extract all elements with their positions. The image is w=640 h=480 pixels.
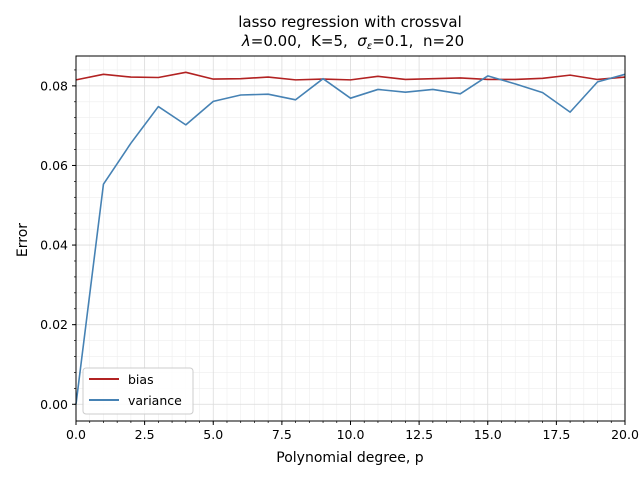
legend-label-bias: bias	[128, 372, 154, 387]
x-tick-label: 2.5	[135, 427, 155, 442]
plot-area: 0.0 2.5 5.0 7.5 10.0 12.5 15.0 17.5 20.0 0.000.0…	[40, 55, 639, 442]
lambda-value: =0.00, K=5,	[251, 32, 358, 50]
x-tick-label: 12.5	[405, 427, 433, 442]
y-tick-label: 0.08	[40, 78, 68, 93]
y-tick-label: 0.06	[40, 158, 68, 173]
y-axis-label: Error	[15, 223, 31, 257]
legend-label-variance: variance	[128, 393, 182, 408]
lambda-symbol: λ	[241, 32, 251, 50]
y-tick-label: 0.02	[40, 317, 68, 332]
sigma-value: =0.1, n=20	[372, 32, 464, 50]
chart-title: lasso regression with crossval	[238, 13, 462, 31]
y-tick-labels: 0.00 0.02 0.04 0.06 0.08	[40, 78, 68, 411]
series-layer	[75, 71, 626, 405]
x-tick-label: 5.0	[203, 427, 223, 442]
legend: bias variance	[82, 367, 194, 415]
x-axis-label: Polynomial degree, p	[276, 450, 424, 466]
chart-subtitle: λ=0.00, K=5, σε=0.1, n=20	[241, 32, 464, 52]
x-tick-label: 10.0	[337, 427, 365, 442]
x-tick-label: 15.0	[474, 427, 502, 442]
sigma-symbol: σ	[357, 32, 367, 50]
x-tick-label: 17.5	[542, 427, 570, 442]
sigma-subscript: ε	[367, 41, 373, 52]
x-tick-label: 7.5	[272, 427, 292, 442]
y-tick-label: 0.04	[40, 238, 68, 253]
tick-marks	[72, 69, 626, 425]
x-tick-label: 0.0	[66, 427, 86, 442]
series-line-bias	[75, 71, 626, 81]
series-line-variance	[75, 73, 626, 405]
x-tick-label: 20.0	[611, 427, 639, 442]
y-tick-label: 0.00	[40, 397, 68, 412]
x-tick-labels: 0.0 2.5 5.0 7.5 10.0 12.5 15.0 17.5 20.0	[66, 427, 639, 442]
